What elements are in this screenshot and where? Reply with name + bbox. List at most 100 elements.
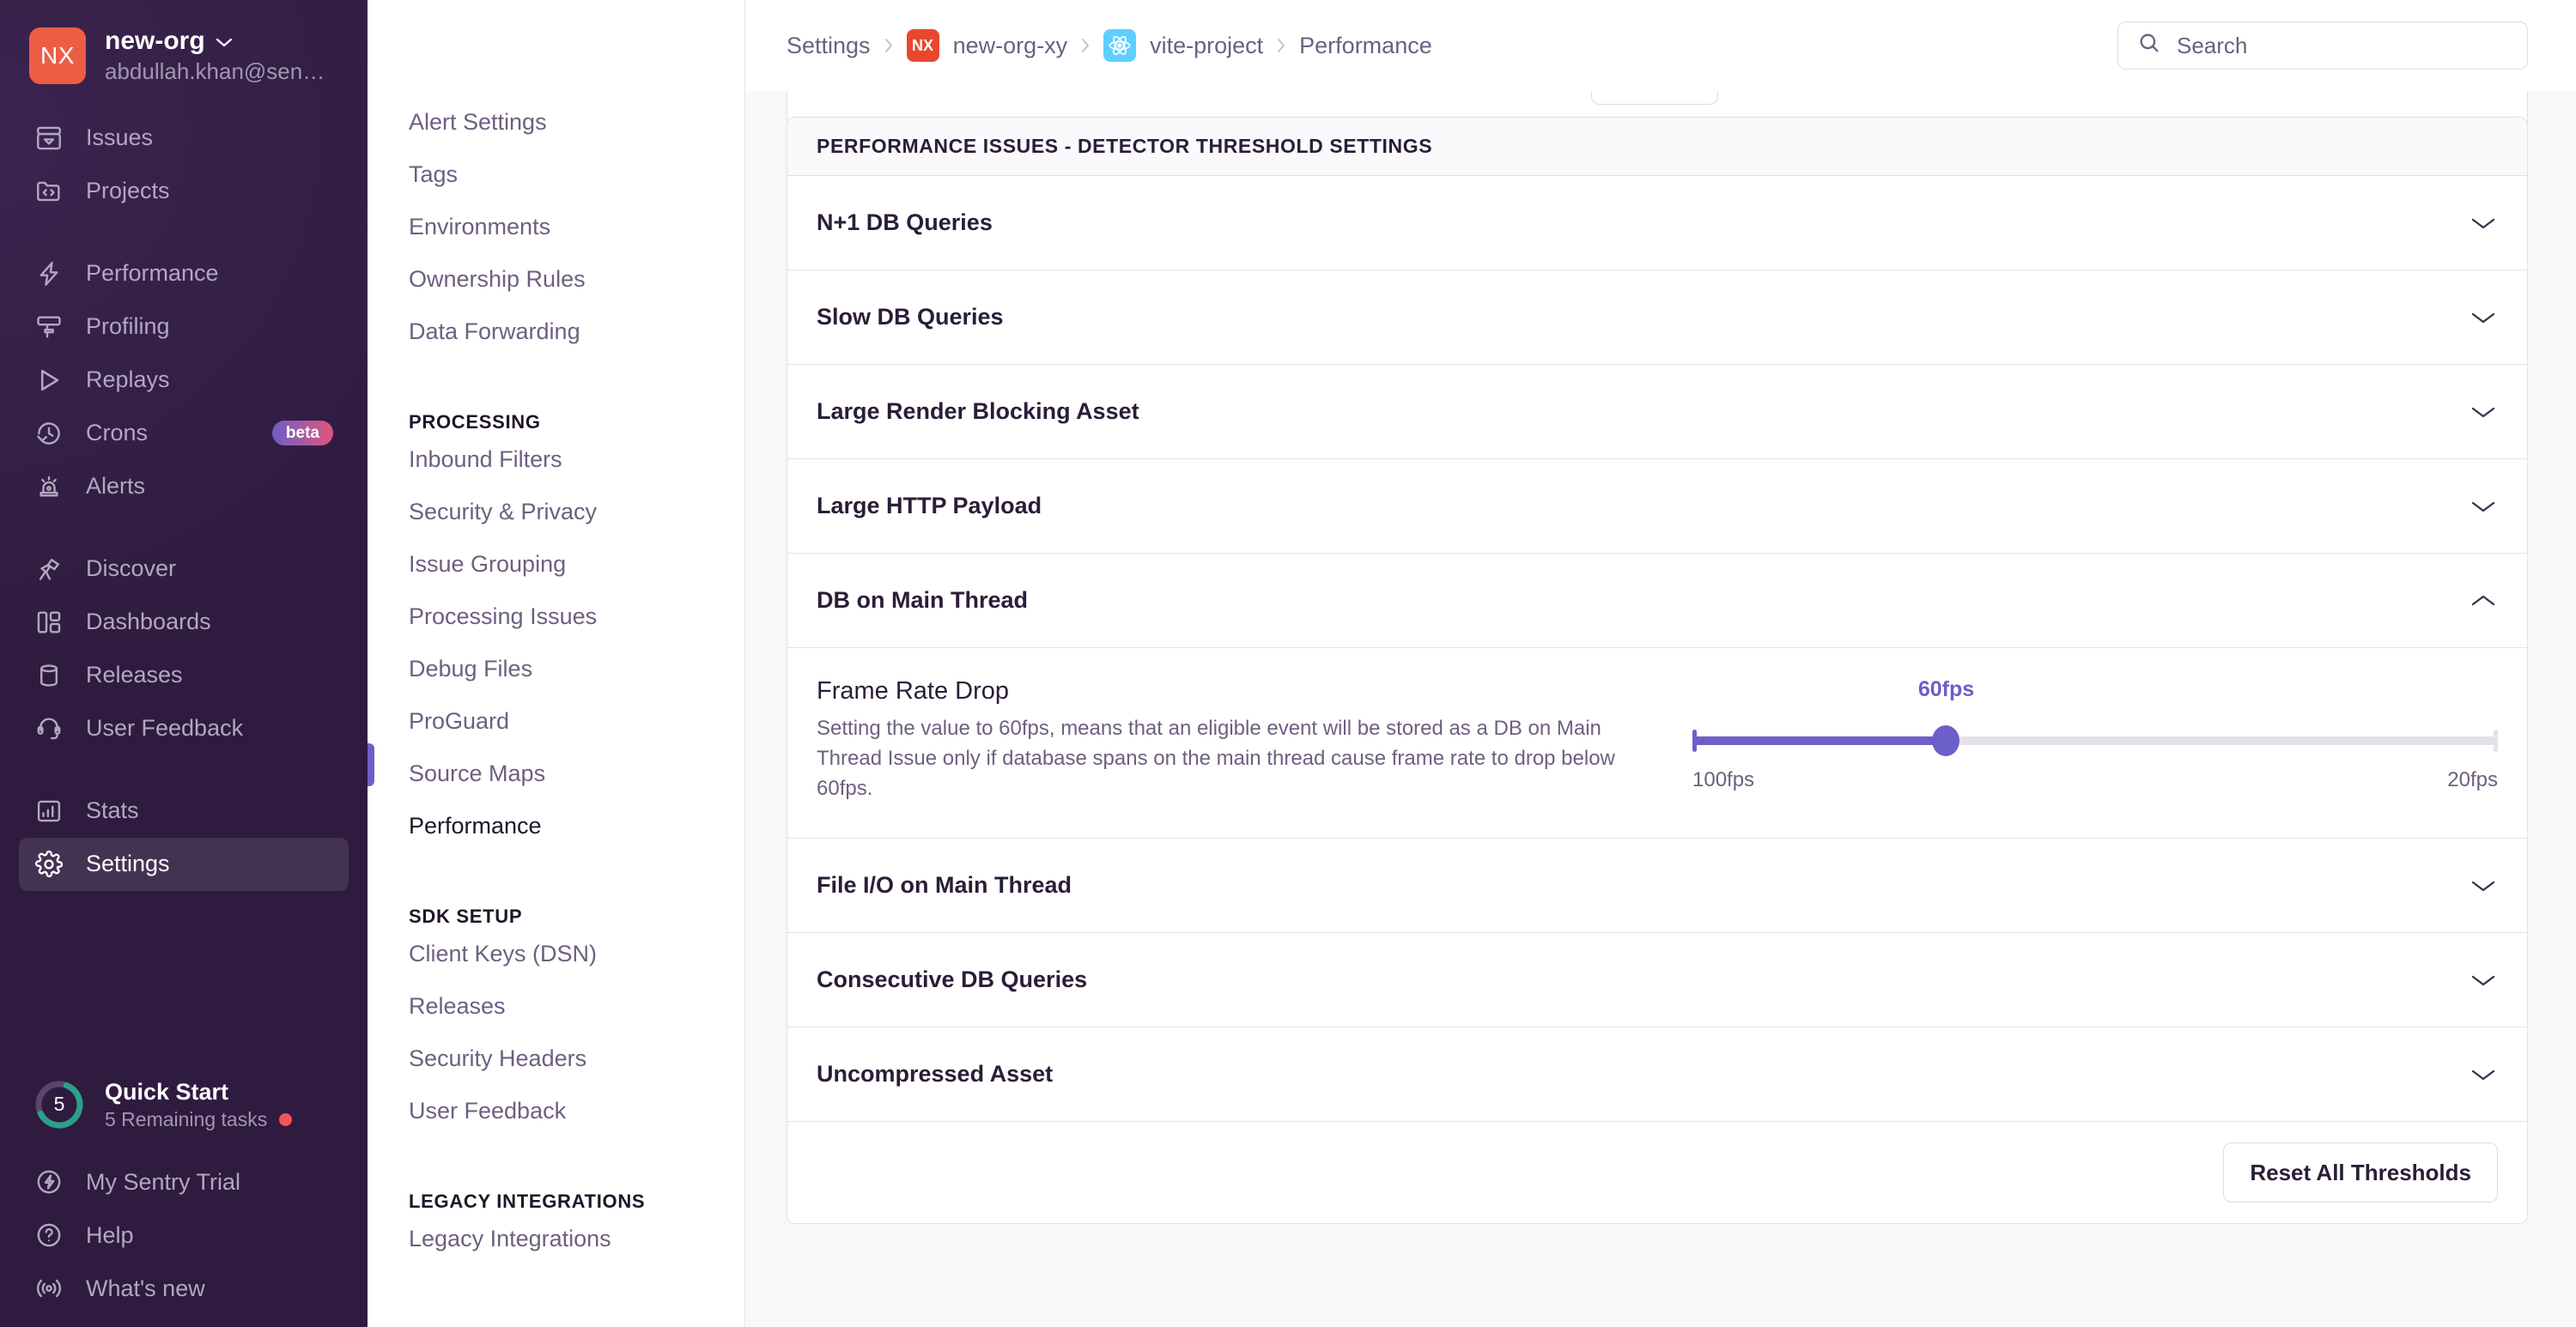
chevron-down-icon[interactable]: [2469, 972, 2498, 989]
slider-fill: [1692, 736, 1947, 745]
sidebar-item-settings[interactable]: Settings: [19, 837, 349, 891]
accordion-title: Slow DB Queries: [817, 304, 1004, 330]
sidebar-item-stats[interactable]: Stats: [19, 785, 349, 838]
accordion-row-n1-db-queries[interactable]: N+1 DB Queries: [787, 176, 2527, 270]
settings-nav-label: Tags: [409, 161, 459, 187]
settings-nav-item-releases[interactable]: Releases: [368, 980, 744, 1033]
siren-icon: [34, 472, 64, 501]
settings-nav-heading-sdk-setup: SDK SETUP: [409, 906, 523, 927]
settings-nav-item-source-maps[interactable]: Source Maps: [368, 748, 744, 800]
nav-group-primary: Issues Projects: [0, 108, 368, 218]
settings-nav-item-ownership-rules[interactable]: Ownership Rules: [368, 253, 744, 306]
chevron-down-icon[interactable]: [2469, 403, 2498, 421]
sidebar-item-alerts[interactable]: Alerts: [19, 460, 349, 513]
settings-nav-item-security-headers[interactable]: Security Headers: [368, 1033, 744, 1085]
sidebar-item-profiling[interactable]: Profiling: [19, 300, 349, 354]
sidebar-item-user-feedback[interactable]: User Feedback: [19, 702, 349, 755]
org-avatar: NX: [29, 27, 86, 84]
settings-nav-item-processing-issues[interactable]: Processing Issues: [368, 591, 744, 643]
sidebar-item-replays[interactable]: Replays: [19, 354, 349, 407]
frame-rate-drop-slider[interactable]: 60fps 100fps 20fps: [1692, 677, 2498, 792]
chevron-down-icon[interactable]: [2469, 877, 2498, 894]
sidebar-item-label: Projects: [86, 178, 170, 204]
settings-nav-item-issue-grouping[interactable]: Issue Grouping: [368, 538, 744, 591]
reset-all-thresholds-button[interactable]: Reset All Thresholds: [2223, 1142, 2498, 1203]
sidebar-item-releases[interactable]: Releases: [19, 649, 349, 702]
sidebar-item-crons[interactable]: Crons beta: [19, 407, 349, 460]
org-switcher[interactable]: NX new-org abdullah.khan@sen…: [0, 0, 368, 108]
accordion-title: Large HTTP Payload: [817, 493, 1042, 518]
releases-icon: [34, 661, 64, 690]
slider-value-label: 60fps: [1917, 677, 1975, 701]
chevron-down-icon[interactable]: [2469, 498, 2498, 515]
dashboards-icon: [34, 608, 64, 637]
settings-nav-label: Security & Privacy: [409, 499, 598, 524]
previous-panel-button-partial[interactable]: [1591, 91, 1718, 105]
breadcrumb-item-settings[interactable]: Settings: [787, 33, 871, 59]
sidebar-item-label: Help: [86, 1221, 134, 1248]
settings-nav-item-legacy-integrations[interactable]: Legacy Integrations: [368, 1213, 744, 1265]
quick-start-text: Quick Start 5 Remaining tasks: [105, 1078, 293, 1131]
nav-group-insights: Performance Profiling Replays Crons bet: [0, 244, 368, 513]
settings-nav-item-environments[interactable]: Environments: [368, 201, 744, 253]
sidebar-item-label: My Sentry Trial: [86, 1168, 241, 1195]
quick-start-count: 5: [53, 1093, 65, 1116]
quick-start-subtitle-row: 5 Remaining tasks: [105, 1108, 293, 1131]
sidebar-item-my-sentry-trial[interactable]: My Sentry Trial: [19, 1155, 349, 1209]
sidebar-item-label: Dashboards: [86, 609, 211, 635]
accordion-row-large-render-blocking-asset[interactable]: Large Render Blocking Asset: [787, 365, 2527, 459]
chevron-down-icon[interactable]: [2469, 215, 2498, 232]
sidebar-item-dashboards[interactable]: Dashboards: [19, 596, 349, 649]
breadcrumb-item-project[interactable]: vite-project: [1103, 29, 1263, 62]
support-icon: [34, 714, 64, 743]
search-input[interactable]: Search: [2117, 21, 2528, 70]
settings-nav-item-proguard[interactable]: ProGuard: [368, 695, 744, 748]
threshold-setting-text: Frame Rate Drop Setting the value to 60f…: [817, 677, 1658, 803]
breadcrumb-item-org[interactable]: NX new-org-xy: [906, 29, 1067, 62]
accordion-title: File I/O on Main Thread: [817, 872, 1072, 899]
nav-group-explore: Discover Dashboards Releases User Feedba…: [0, 539, 368, 755]
sidebar-item-whats-new[interactable]: What's new: [19, 1262, 349, 1315]
slider-track[interactable]: [1692, 725, 2498, 756]
sidebar-item-label: Replays: [86, 367, 170, 393]
accordion-row-large-http-payload[interactable]: Large HTTP Payload: [787, 459, 2527, 554]
chevron-down-icon[interactable]: [2469, 309, 2498, 326]
progress-ring-icon: 5: [34, 1080, 84, 1130]
settings-nav-item-user-feedback[interactable]: User Feedback: [368, 1085, 744, 1137]
accordion-row-slow-db-queries[interactable]: Slow DB Queries: [787, 270, 2527, 365]
panel-title: PERFORMANCE ISSUES - DETECTOR THRESHOLD …: [787, 118, 2527, 176]
settings-nav-label: User Feedback: [409, 1098, 567, 1124]
settings-nav-item-performance[interactable]: Performance: [368, 800, 744, 852]
profiling-icon: [34, 312, 64, 342]
search-icon: [2137, 31, 2161, 61]
sidebar-item-projects[interactable]: Projects: [19, 165, 349, 218]
settings-nav-item-tags[interactable]: Tags: [368, 148, 744, 201]
chevron-up-icon[interactable]: [2469, 592, 2498, 609]
sidebar-spacer: [0, 891, 368, 1069]
accordion-row-consecutive-db-queries[interactable]: Consecutive DB Queries: [787, 933, 2527, 1028]
sidebar-item-label: Performance: [86, 260, 219, 287]
settings-nav-label: Ownership Rules: [409, 266, 586, 292]
sidebar-item-help[interactable]: Help: [19, 1209, 349, 1262]
accordion-row-db-on-main-thread[interactable]: DB on Main Thread: [787, 554, 2527, 648]
settings-nav-item-client-keys[interactable]: Client Keys (DSN): [368, 928, 744, 980]
accordion-title: Consecutive DB Queries: [817, 966, 1088, 993]
accordion-row-file-io-on-main-thread[interactable]: File I/O on Main Thread: [787, 839, 2527, 934]
quick-start-widget[interactable]: 5 Quick Start 5 Remaining tasks: [0, 1069, 368, 1142]
settings-nav-label: Alert Settings: [409, 109, 547, 135]
sidebar-item-issues[interactable]: Issues: [19, 112, 349, 165]
settings-nav-item-debug-files[interactable]: Debug Files: [368, 643, 744, 695]
settings-nav-item-alert-settings[interactable]: Alert Settings: [368, 96, 744, 148]
settings-nav-item-inbound-filters[interactable]: Inbound Filters: [368, 433, 744, 486]
settings-nav-item-data-forwarding[interactable]: Data Forwarding: [368, 306, 744, 358]
settings-nav-active-indicator: [368, 743, 374, 786]
accordion-row-uncompressed-asset[interactable]: Uncompressed Asset: [787, 1027, 2527, 1123]
sidebar-item-performance[interactable]: Performance: [19, 247, 349, 300]
slider-thumb[interactable]: [1932, 725, 1960, 756]
settings-nav-item-security-privacy[interactable]: Security & Privacy: [368, 486, 744, 538]
breadcrumb-label: vite-project: [1150, 32, 1264, 58]
issues-icon: [34, 124, 64, 153]
chevron-down-icon[interactable]: [2469, 1066, 2498, 1083]
sidebar-item-discover[interactable]: Discover: [19, 542, 349, 596]
accordion-title: N+1 DB Queries: [817, 209, 993, 235]
